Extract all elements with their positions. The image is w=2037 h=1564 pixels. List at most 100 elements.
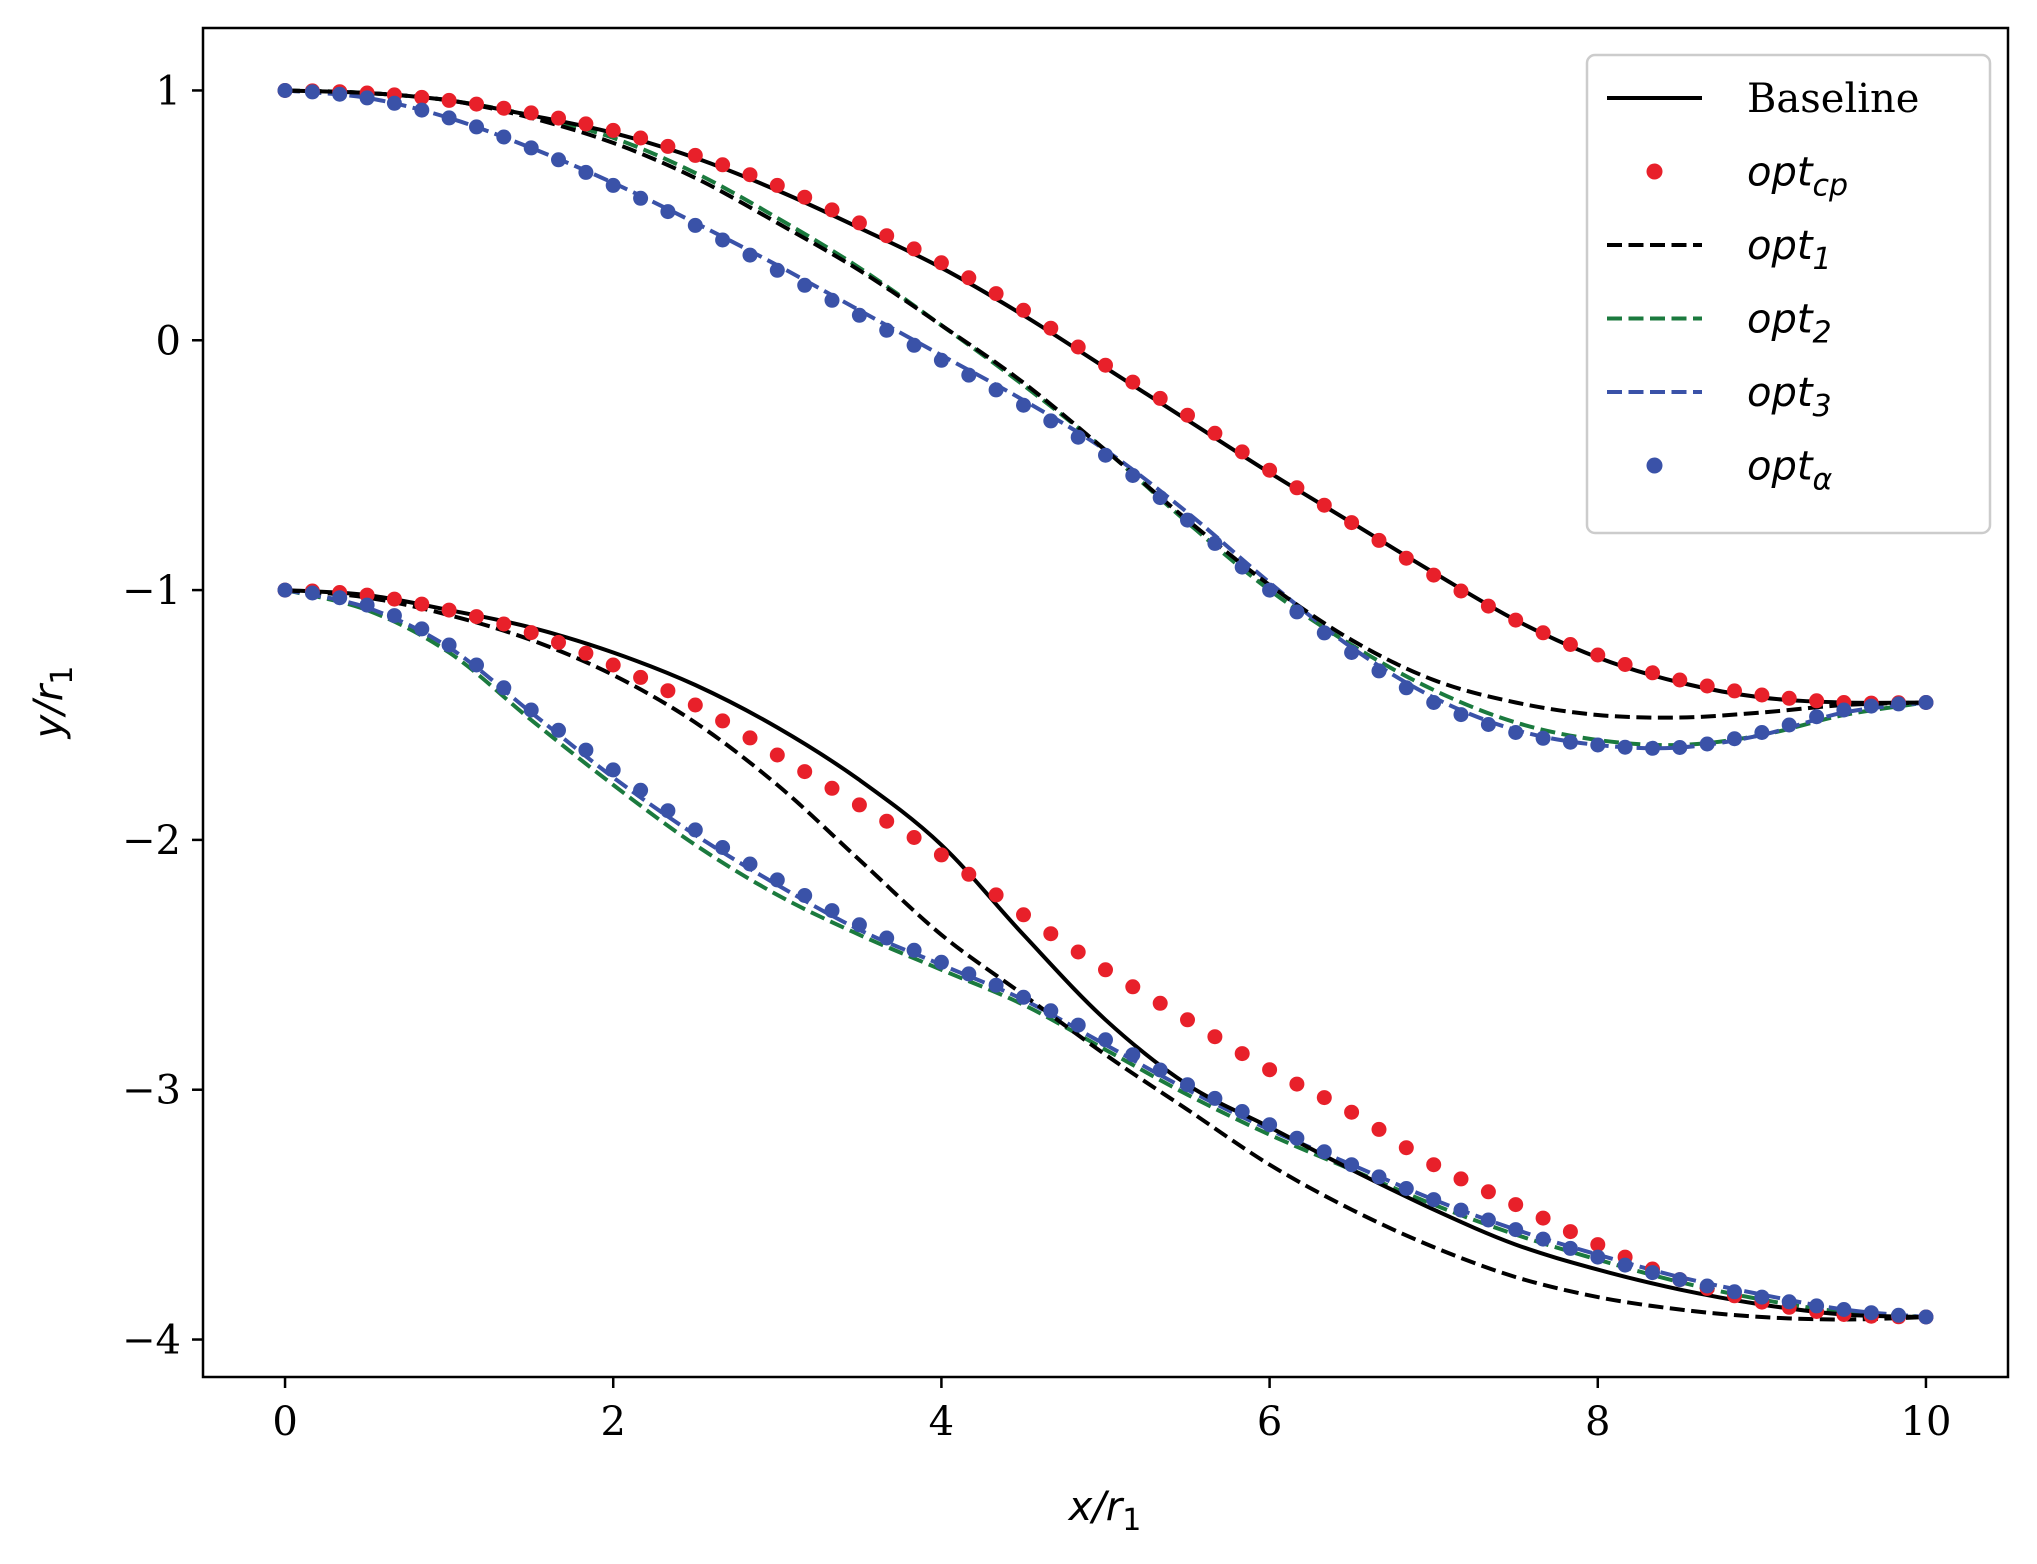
point-opt_alpha-upper-58 bbox=[1863, 698, 1879, 714]
point-opt_cp-upper-32 bbox=[1152, 390, 1168, 406]
x-tick-label-3: 6 bbox=[1257, 1399, 1282, 1445]
point-opt_alpha-lower-31 bbox=[1125, 1047, 1141, 1063]
point-opt_cp-lower-16 bbox=[715, 713, 731, 729]
point-opt_cp-upper-30 bbox=[1098, 357, 1113, 373]
point-opt_alpha-lower-7 bbox=[469, 657, 484, 673]
point-opt_cp-upper-19 bbox=[797, 189, 813, 205]
point-opt_alpha-lower-36 bbox=[1262, 1117, 1278, 1133]
point-opt_cp-upper-23 bbox=[906, 241, 922, 257]
point-opt_alpha-upper-3 bbox=[359, 90, 375, 106]
point-opt_cp-upper-55 bbox=[1781, 690, 1797, 706]
point-opt_cp-upper-22 bbox=[879, 228, 895, 244]
point-opt_alpha-upper-34 bbox=[1207, 535, 1223, 551]
point-opt_cp-upper-24 bbox=[933, 255, 949, 271]
y-axis-label-sub: 1 bbox=[45, 666, 80, 685]
point-opt_alpha-upper-41 bbox=[1398, 680, 1414, 696]
point-opt_cp-lower-7 bbox=[469, 609, 484, 625]
legend-label-main-opt1: opt bbox=[1747, 223, 1814, 269]
point-opt_alpha-upper-32 bbox=[1152, 490, 1168, 506]
point-opt_cp-lower-6 bbox=[441, 602, 457, 618]
legend-label-main-baseline: Baseline bbox=[1747, 76, 1919, 122]
point-opt_alpha-upper-23 bbox=[906, 337, 922, 353]
point-opt_alpha-upper-56 bbox=[1809, 709, 1825, 725]
point-opt_alpha-upper-4 bbox=[386, 95, 402, 111]
point-opt_alpha-lower-49 bbox=[1617, 1257, 1633, 1273]
point-opt_alpha-upper-1 bbox=[304, 84, 320, 100]
point-opt_alpha-lower-42 bbox=[1426, 1192, 1442, 1208]
point-opt_alpha-lower-3 bbox=[359, 597, 375, 613]
point-opt_alpha-upper-57 bbox=[1836, 702, 1852, 718]
legend-label-opt_alpha: optα bbox=[1747, 444, 1833, 498]
point-opt_alpha-upper-0 bbox=[277, 83, 293, 98]
point-opt_cp-lower-4 bbox=[386, 591, 402, 607]
legend-label-sub-opt2: 2 bbox=[1813, 316, 1832, 351]
legend-label-opt2: opt2 bbox=[1747, 297, 1832, 351]
point-opt_alpha-upper-51 bbox=[1672, 740, 1688, 755]
point-opt_alpha-lower-38 bbox=[1316, 1144, 1332, 1160]
series-opt_alpha bbox=[277, 83, 1934, 1325]
point-opt_alpha-upper-46 bbox=[1535, 730, 1551, 746]
point-opt_alpha-lower-52 bbox=[1699, 1278, 1715, 1294]
point-opt_alpha-lower-43 bbox=[1453, 1202, 1469, 1218]
point-opt_cp-lower-23 bbox=[906, 830, 922, 845]
point-opt_alpha-upper-28 bbox=[1043, 413, 1059, 429]
x-tick-label-5: 10 bbox=[1901, 1399, 1952, 1445]
point-opt_alpha-lower-29 bbox=[1070, 1017, 1086, 1033]
point-opt_cp-lower-36 bbox=[1262, 1062, 1278, 1078]
point-opt_cp-upper-5 bbox=[414, 89, 430, 105]
legend-box bbox=[1585, 53, 1992, 535]
point-opt_cp-upper-44 bbox=[1480, 598, 1496, 614]
legend-label-opt3: opt3 bbox=[1747, 370, 1832, 424]
point-opt_cp-upper-48 bbox=[1590, 647, 1606, 663]
point-opt_alpha-upper-26 bbox=[988, 382, 1004, 398]
y-tick-label-1: 0 bbox=[156, 318, 181, 364]
point-opt_alpha-lower-47 bbox=[1562, 1240, 1578, 1256]
legend-entry-opt2: opt2 bbox=[1607, 297, 1832, 351]
point-opt_cp-lower-43 bbox=[1453, 1171, 1469, 1187]
point-opt_alpha-lower-50 bbox=[1645, 1265, 1660, 1281]
point-opt_cp-lower-5 bbox=[414, 596, 430, 612]
point-opt_alpha-upper-44 bbox=[1480, 717, 1496, 732]
legend-label-sub-opt1: 1 bbox=[1813, 242, 1832, 277]
point-opt_alpha-upper-6 bbox=[441, 110, 457, 126]
point-opt_cp-lower-47 bbox=[1562, 1224, 1578, 1240]
point-opt_alpha-lower-60 bbox=[1918, 1309, 1934, 1325]
legend-label-sub-opt3: 3 bbox=[1813, 389, 1832, 424]
point-opt_alpha-upper-60 bbox=[1918, 695, 1934, 710]
point-opt_cp-lower-38 bbox=[1316, 1090, 1332, 1106]
x-axis-label: x/r1 bbox=[1067, 1484, 1142, 1538]
point-opt_cp-upper-29 bbox=[1070, 339, 1086, 355]
point-opt_cp-lower-11 bbox=[578, 645, 594, 661]
point-opt_cp-lower-13 bbox=[633, 669, 649, 685]
point-opt_cp-upper-33 bbox=[1180, 407, 1195, 423]
point-opt_alpha-lower-41 bbox=[1398, 1181, 1414, 1196]
point-opt_alpha-lower-14 bbox=[660, 803, 676, 819]
point-opt_cp-upper-45 bbox=[1508, 612, 1524, 628]
point-opt_alpha-lower-24 bbox=[933, 954, 949, 970]
point-opt_cp-lower-28 bbox=[1043, 926, 1059, 942]
point-opt_cp-upper-36 bbox=[1262, 462, 1278, 478]
point-opt_alpha-lower-46 bbox=[1535, 1231, 1551, 1247]
point-opt_cp-upper-18 bbox=[769, 177, 785, 193]
point-opt_alpha-lower-6 bbox=[441, 637, 457, 653]
point-opt_alpha-upper-40 bbox=[1371, 663, 1387, 679]
point-opt_alpha-lower-0 bbox=[277, 582, 293, 598]
point-opt_cp-lower-39 bbox=[1344, 1104, 1360, 1120]
point-opt_alpha-upper-20 bbox=[824, 292, 840, 308]
point-opt_alpha-upper-48 bbox=[1590, 737, 1606, 753]
point-opt_alpha-upper-29 bbox=[1070, 429, 1086, 445]
point-opt_alpha-upper-5 bbox=[414, 102, 430, 118]
point-opt_alpha-upper-47 bbox=[1562, 734, 1578, 750]
point-opt_cp-upper-38 bbox=[1316, 497, 1332, 513]
point-opt_alpha-upper-49 bbox=[1617, 739, 1633, 755]
point-opt_alpha-lower-25 bbox=[961, 966, 977, 982]
point-opt_cp-lower-20 bbox=[824, 780, 840, 796]
point-opt_alpha-upper-12 bbox=[605, 177, 621, 193]
point-opt_alpha-lower-34 bbox=[1207, 1090, 1223, 1106]
point-opt_cp-lower-45 bbox=[1508, 1197, 1524, 1213]
point-opt_alpha-lower-40 bbox=[1371, 1169, 1387, 1185]
legend-marker-opt_alpha bbox=[1646, 457, 1663, 474]
